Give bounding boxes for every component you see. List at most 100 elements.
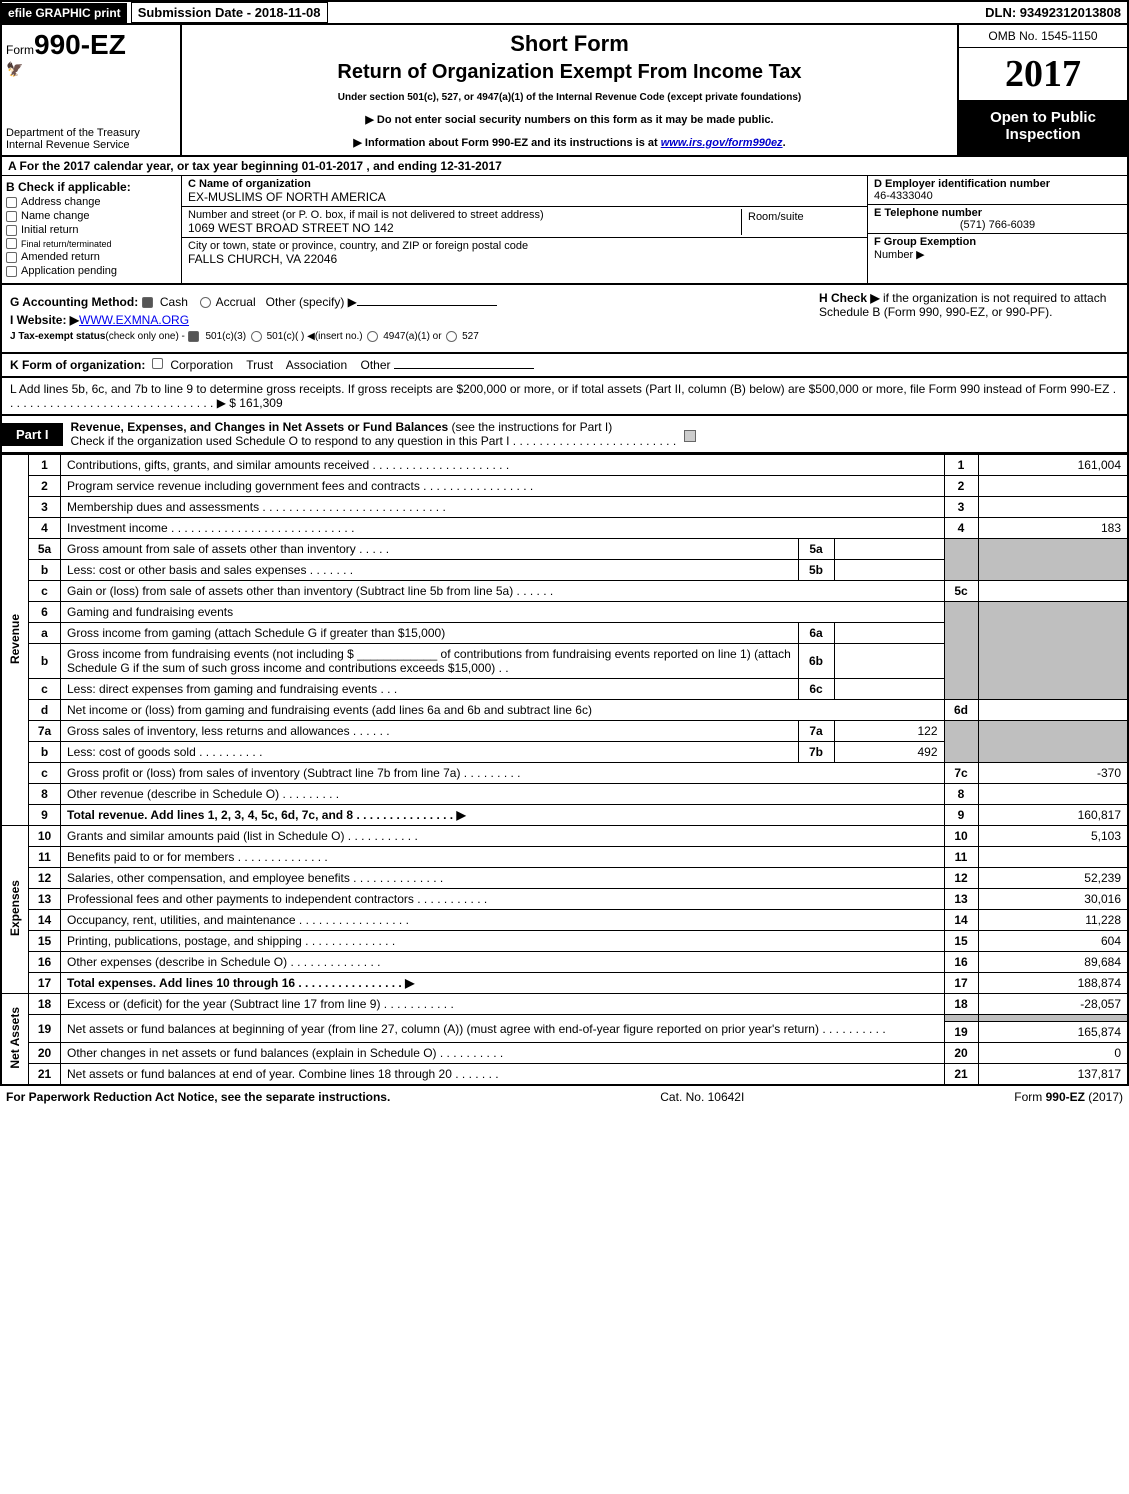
ein-value: 46-4333040 — [874, 190, 933, 202]
row-desc: Net assets or fund balances at end of ye… — [61, 1064, 945, 1086]
footer: For Paperwork Reduction Act Notice, see … — [0, 1086, 1129, 1108]
box-def-col: D Employer identification number 46-4333… — [867, 176, 1127, 283]
j-o2: 501(c)( ) ◀(insert no.) — [267, 331, 363, 342]
chk-address-change[interactable]: Address change — [6, 196, 177, 208]
chk-initial-return[interactable]: Initial return — [6, 224, 177, 236]
row-num: b — [29, 742, 61, 763]
j-small: (check only one) - — [105, 331, 187, 342]
dept-line2: Internal Revenue Service — [6, 139, 130, 151]
grey-cell — [944, 1015, 978, 1022]
chk-accrual[interactable] — [200, 297, 211, 308]
tax-year-end: 12-31-2017 — [440, 159, 501, 173]
row-num: c — [29, 763, 61, 784]
row-amt: -28,057 — [978, 994, 1128, 1015]
row-desc: Professional fees and other payments to … — [61, 889, 945, 910]
top-bar: efile GRAPHIC print Submission Date - 20… — [0, 0, 1129, 23]
row-10: Expenses 10 Grants and similar amounts p… — [1, 826, 1128, 847]
org-name-cell: C Name of organization EX-MUSLIMS OF NOR… — [182, 176, 867, 207]
row-desc: Excess or (deficit) for the year (Subtra… — [61, 994, 945, 1015]
room-suite: Room/suite — [741, 209, 861, 235]
chk-name-change[interactable]: Name change — [6, 210, 177, 222]
k-pre: K Form of organization: — [10, 358, 145, 372]
warning-ssn: ▶ Do not enter social security numbers o… — [188, 113, 951, 126]
row-rnum: 19 — [944, 1022, 978, 1043]
j-o4: 527 — [462, 331, 479, 342]
row-1: Revenue 1 Contributions, gifts, grants, … — [1, 455, 1128, 476]
line-a-mid: , and ending — [363, 159, 440, 173]
website-link[interactable]: WWW.EXMNA.ORG — [79, 313, 189, 327]
row-desc: Other revenue (describe in Schedule O) .… — [61, 784, 945, 805]
row-rnum: 15 — [944, 931, 978, 952]
org-name-value: EX-MUSLIMS OF NORTH AMERICA — [188, 190, 386, 204]
chk-527[interactable] — [446, 331, 457, 342]
chk-application-pending[interactable]: Application pending — [6, 265, 177, 277]
part1-title: Revenue, Expenses, and Changes in Net As… — [63, 416, 685, 452]
row-rnum: 12 — [944, 868, 978, 889]
row-desc: Gross profit or (loss) from sales of inv… — [61, 763, 945, 784]
row-desc: Total expenses. Add lines 10 through 16 … — [61, 973, 945, 994]
tax-year-begin: 01-01-2017 — [302, 159, 363, 173]
grey-cell — [978, 721, 1128, 763]
row-desc: Membership dues and assessments . . . . … — [61, 497, 945, 518]
chk-final-return[interactable]: Final return/terminated — [6, 238, 177, 249]
sub-label: 6c — [798, 679, 834, 700]
other-specify-field[interactable] — [357, 305, 497, 306]
row-desc: Gain or (loss) from sale of assets other… — [61, 581, 945, 602]
row-num: c — [29, 679, 61, 700]
row-11: 11 Benefits paid to or for members . . .… — [1, 847, 1128, 868]
sub-label: 5b — [798, 560, 834, 581]
row-num: 2 — [29, 476, 61, 497]
phone-label: E Telephone number — [874, 207, 982, 219]
chk-501c3[interactable] — [188, 331, 199, 342]
chk-4947[interactable] — [367, 331, 378, 342]
row-16: 16 Other expenses (describe in Schedule … — [1, 952, 1128, 973]
row-desc: Net income or (loss) from gaming and fun… — [61, 700, 945, 721]
open-line1: Open to Public — [990, 109, 1096, 126]
row-num: 7a — [29, 721, 61, 742]
chk-501c[interactable] — [251, 331, 262, 342]
row-desc: Grants and similar amounts paid (list in… — [61, 826, 945, 847]
row-num: 8 — [29, 784, 61, 805]
grey-cell — [944, 602, 978, 700]
row-amt: 89,684 — [978, 952, 1128, 973]
row-6: 6 Gaming and fundraising events — [1, 602, 1128, 623]
row-rnum: 8 — [944, 784, 978, 805]
row-desc: Other expenses (describe in Schedule O) … — [61, 952, 945, 973]
sub-label: 6b — [798, 644, 834, 679]
row-18: Net Assets 18 Excess or (deficit) for th… — [1, 994, 1128, 1015]
row-num: 10 — [29, 826, 61, 847]
row-desc: Occupancy, rent, utilities, and maintena… — [61, 910, 945, 931]
row-desc: Gross amount from sale of assets other t… — [61, 539, 799, 560]
efile-print-button[interactable]: efile GRAPHIC print — [2, 3, 127, 23]
j-o3: 4947(a)(1) or — [383, 331, 441, 342]
row-rnum: 18 — [944, 994, 978, 1015]
chk-corporation[interactable] — [152, 358, 163, 369]
phone-value: (571) 766-6039 — [874, 219, 1121, 231]
line-a: A For the 2017 calendar year, or tax yea… — [2, 157, 1127, 176]
row-num: 17 — [29, 973, 61, 994]
row-desc: Gross income from gaming (attach Schedul… — [61, 623, 799, 644]
k-other-field[interactable] — [394, 368, 534, 369]
row-rnum: 9 — [944, 805, 978, 826]
seal-icon: 🦅 — [6, 61, 23, 77]
under-section-text: Under section 501(c), 527, or 4947(a)(1)… — [188, 92, 951, 103]
row-desc: Salaries, other compensation, and employ… — [61, 868, 945, 889]
footer-right: Form 990-EZ (2017) — [1014, 1090, 1123, 1104]
row-amt — [978, 847, 1128, 868]
top-bar-left: efile GRAPHIC print Submission Date - 20… — [2, 2, 328, 23]
row-7a: 7a Gross sales of inventory, less return… — [1, 721, 1128, 742]
street-cell: Number and street (or P. O. box, if mail… — [182, 207, 867, 238]
row-desc: Gaming and fundraising events — [61, 602, 945, 623]
chk-amended[interactable]: Amended return — [6, 251, 177, 263]
part1-schedule-o-chk[interactable] — [684, 430, 696, 442]
irs-link[interactable]: www.irs.gov/form990ez — [661, 137, 783, 149]
row-desc: Printing, publications, postage, and shi… — [61, 931, 945, 952]
row-rnum: 10 — [944, 826, 978, 847]
row-num: d — [29, 700, 61, 721]
info-post: . — [783, 137, 786, 149]
chk-cash[interactable] — [142, 297, 153, 308]
main-title: Return of Organization Exempt From Incom… — [188, 61, 951, 84]
sub-value: 492 — [834, 742, 944, 763]
row-amt: 52,239 — [978, 868, 1128, 889]
sub-label: 7a — [798, 721, 834, 742]
